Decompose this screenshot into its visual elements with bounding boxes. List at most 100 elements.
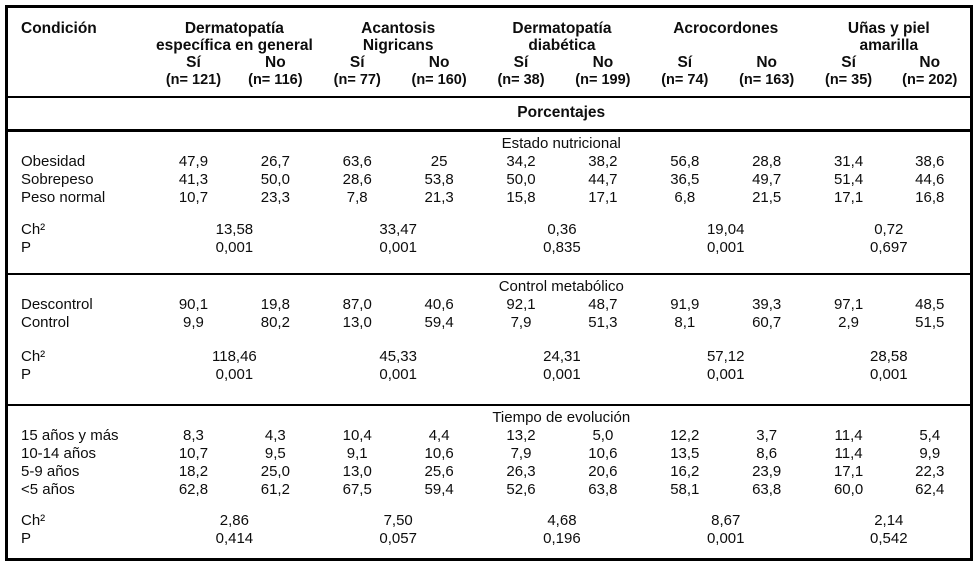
p-row: P 0,001 0,001 0,001 0,001 0,001 bbox=[7, 366, 972, 405]
value-cell: 19,8 bbox=[260, 296, 290, 313]
statistics-table: Condición Dermatopatía específica en gene… bbox=[5, 5, 973, 561]
table-row: Control 9,9 80,2 13,0 59,4 7,9 51,3 8,1 60,7 2,9 5… bbox=[7, 314, 972, 332]
value-cell: 11,4 bbox=[834, 427, 863, 444]
table-row: Sobrepeso 41,3 50,0 28,6 53,8 50,0 44,7 36,5 49,… bbox=[7, 171, 972, 189]
group-title-line: amarilla bbox=[859, 37, 919, 54]
value-cell: 9,9 bbox=[183, 314, 204, 331]
value-cell: 62,8 bbox=[178, 481, 209, 498]
value-cell: 26,3 bbox=[506, 463, 536, 480]
percent-row: Porcentajes bbox=[6, 97, 972, 132]
chi-label: Ch² bbox=[21, 348, 46, 365]
value-cell: 10,4 bbox=[342, 427, 372, 444]
value-cell: 10,7 bbox=[178, 445, 209, 462]
value-cell: 59,4 bbox=[424, 481, 454, 498]
row-label: 10-14 años bbox=[21, 445, 97, 462]
si-n-header: (n= 38) bbox=[480, 71, 562, 98]
group-title-line bbox=[644, 37, 808, 54]
value-cell: 10,6 bbox=[424, 445, 454, 462]
p-row: P 0,414 0,057 0,196 0,001 0,542 bbox=[7, 530, 972, 560]
percent-header: Porcentajes bbox=[152, 97, 972, 132]
chi-row: Ch² 13,58 33,47 0,36 19,04 0,72 bbox=[7, 221, 972, 239]
group-header: Acantosis Nigricans bbox=[316, 7, 480, 54]
value-cell: 25,0 bbox=[260, 463, 290, 480]
p-value: 0,001 bbox=[543, 366, 581, 383]
si-header: Sí bbox=[349, 54, 365, 71]
value-cell: 25 bbox=[430, 153, 448, 170]
table-header: Condición Dermatopatía específica en gene… bbox=[6, 6, 972, 98]
no-header: No bbox=[428, 54, 450, 71]
chi-value: 28,58 bbox=[870, 348, 908, 365]
chi-value: 24,31 bbox=[543, 348, 581, 365]
section-control-metabolico: Control metabólico Descontrol 90,1 19,8 87,0… bbox=[6, 273, 972, 405]
row-label: Descontrol bbox=[21, 296, 93, 313]
value-cell: 9,1 bbox=[346, 445, 368, 462]
chi-value: 2,86 bbox=[219, 512, 249, 529]
chi-value: 33,47 bbox=[379, 221, 417, 238]
si-no-row: Sí No Sí No Sí No Sí No Sí No bbox=[7, 54, 972, 71]
value-cell: 3,7 bbox=[756, 427, 778, 444]
value-cell: 52,6 bbox=[506, 481, 536, 498]
value-cell: 10,7 bbox=[178, 189, 209, 206]
group-title-line: Nigricans bbox=[362, 37, 434, 54]
no-n-header: (n= 116) bbox=[234, 71, 317, 98]
value-cell: 51,3 bbox=[588, 314, 618, 331]
value-cell: 13,2 bbox=[506, 427, 536, 444]
value-cell: 28,6 bbox=[342, 171, 372, 188]
value-cell: 60,7 bbox=[752, 314, 782, 331]
chi-label: Ch² bbox=[21, 512, 46, 529]
no-n-header: (n= 202) bbox=[889, 71, 972, 98]
p-value: 0,057 bbox=[379, 530, 417, 547]
p-label: P bbox=[21, 239, 32, 256]
value-cell: 31,4 bbox=[833, 153, 864, 170]
spacer-row bbox=[7, 499, 972, 512]
value-cell: 21,3 bbox=[424, 189, 454, 206]
si-n-header: (n= 121) bbox=[152, 71, 235, 98]
value-cell: 13,5 bbox=[670, 445, 700, 462]
section-tiempo-de-evolucion: Tiempo de evolución 15 años y más 8,3 4,3 10… bbox=[6, 404, 972, 560]
row-label: Control bbox=[21, 314, 70, 331]
group-header: Acrocordones bbox=[644, 7, 808, 55]
no-n-header: (n= 163) bbox=[725, 71, 808, 98]
value-cell: 4,4 bbox=[428, 427, 450, 444]
table-row: 15 años y más 8,3 4,3 10,4 4,4 13,2 5,0 12,2 3,7… bbox=[7, 427, 972, 445]
value-cell: 40,6 bbox=[424, 296, 454, 313]
p-value: 0,196 bbox=[543, 530, 581, 547]
p-value: 0,542 bbox=[870, 530, 908, 547]
value-cell: 9,9 bbox=[919, 445, 941, 462]
value-cell: 11,4 bbox=[834, 445, 863, 462]
row-label: Sobrepeso bbox=[21, 171, 94, 188]
value-cell: 17,1 bbox=[833, 463, 864, 480]
group-title-line: Acrocordones bbox=[673, 20, 779, 37]
table-row: 10-14 años 10,7 9,5 9,1 10,6 7,9 10,6 13,5 8,6 11… bbox=[7, 445, 972, 463]
group-title-row: Condición Dermatopatía específica en gene… bbox=[6, 6, 972, 98]
row-label: Obesidad bbox=[21, 153, 86, 170]
value-cell: 7,9 bbox=[510, 445, 532, 462]
value-cell: 36,5 bbox=[670, 171, 700, 188]
value-cell: 62,4 bbox=[915, 481, 945, 498]
si-header: Sí bbox=[841, 54, 856, 71]
value-cell: 44,7 bbox=[588, 171, 618, 188]
value-cell: 2,9 bbox=[838, 314, 859, 331]
value-cell: 92,1 bbox=[506, 296, 536, 313]
value-cell: 5,4 bbox=[919, 427, 941, 444]
chi-label: Ch² bbox=[21, 221, 46, 238]
value-cell: 26,7 bbox=[260, 153, 290, 170]
group-title-line: Uñas y piel bbox=[847, 20, 930, 37]
value-cell: 51,5 bbox=[915, 314, 945, 331]
p-value: 0,001 bbox=[215, 366, 254, 383]
no-n-header: (n= 160) bbox=[398, 71, 481, 98]
value-cell: 41,3 bbox=[178, 171, 209, 188]
no-header: No bbox=[592, 54, 614, 71]
no-header: No bbox=[919, 54, 941, 71]
value-cell: 53,8 bbox=[424, 171, 454, 188]
p-value: 0,001 bbox=[379, 239, 417, 256]
si-n-header: (n= 77) bbox=[316, 71, 399, 98]
si-header: Sí bbox=[186, 54, 201, 71]
group-header: Uñas y piel amarilla bbox=[808, 7, 972, 54]
value-cell: 47,9 bbox=[178, 153, 209, 170]
value-cell: 8,6 bbox=[756, 445, 778, 462]
value-cell: 16,2 bbox=[670, 463, 700, 480]
value-cell: 87,0 bbox=[342, 296, 372, 313]
chi-value: 13,58 bbox=[215, 221, 254, 238]
row-label: 5-9 años bbox=[21, 463, 80, 480]
